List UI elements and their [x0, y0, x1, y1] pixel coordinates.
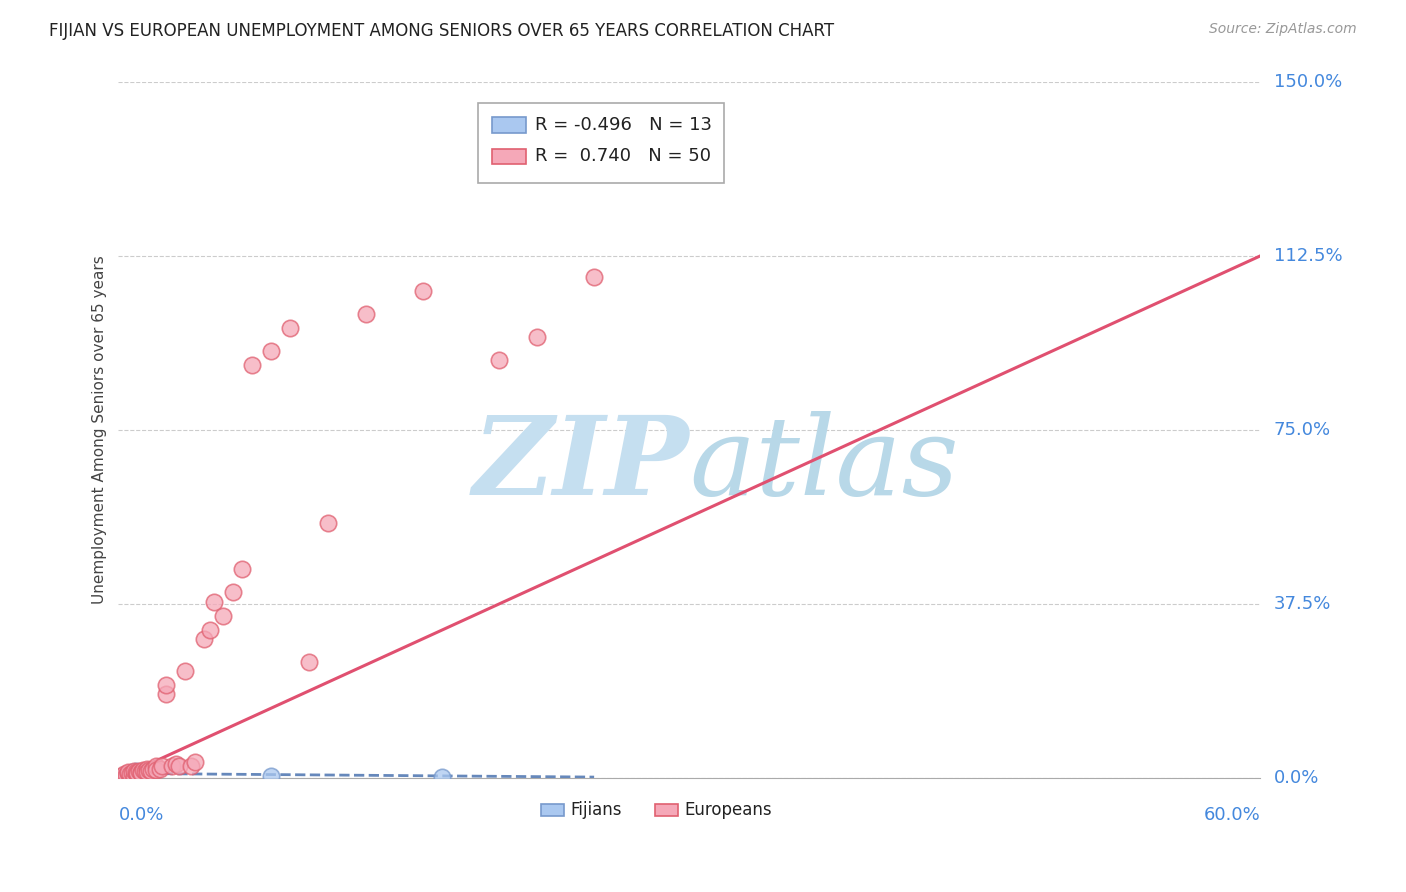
Point	[142, 762, 165, 776]
Point	[112, 767, 135, 781]
Point	[198, 623, 221, 637]
Point	[488, 353, 510, 368]
Point	[316, 516, 339, 530]
Point	[298, 655, 321, 669]
Point	[115, 768, 138, 782]
Text: Europeans: Europeans	[685, 801, 772, 819]
Point	[583, 269, 606, 284]
Point	[212, 608, 235, 623]
Point	[145, 759, 167, 773]
Bar	[541, 804, 564, 816]
Y-axis label: Unemployment Among Seniors over 65 years: Unemployment Among Seniors over 65 years	[93, 256, 107, 605]
Point	[180, 759, 202, 773]
Point	[134, 764, 156, 778]
Point	[526, 330, 548, 344]
Point	[155, 688, 177, 702]
Bar	[655, 804, 678, 816]
Text: Fijians: Fijians	[571, 801, 621, 819]
Text: 0.0%: 0.0%	[1274, 769, 1319, 787]
Bar	[492, 149, 526, 164]
Point	[117, 768, 139, 782]
Point	[136, 766, 159, 780]
Text: ZIP: ZIP	[472, 411, 689, 518]
Bar	[492, 118, 526, 133]
Point	[117, 765, 139, 780]
Point	[221, 585, 243, 599]
Point	[122, 764, 145, 778]
Point	[127, 767, 149, 781]
Text: 150.0%: 150.0%	[1274, 73, 1343, 91]
Text: 0.0%: 0.0%	[118, 805, 165, 824]
Point	[150, 759, 173, 773]
Point	[174, 665, 197, 679]
Point	[121, 765, 143, 780]
FancyBboxPatch shape	[478, 103, 724, 183]
Point	[145, 763, 167, 777]
Point	[128, 765, 150, 780]
Text: atlas: atlas	[689, 411, 959, 518]
Point	[132, 763, 155, 777]
Point	[128, 764, 150, 778]
Text: 60.0%: 60.0%	[1204, 805, 1260, 824]
Point	[260, 769, 283, 783]
Point	[136, 762, 159, 776]
Point	[124, 764, 146, 778]
Point	[278, 321, 301, 335]
Point	[430, 770, 453, 784]
Point	[117, 766, 139, 780]
Point	[202, 595, 225, 609]
Point	[354, 307, 377, 321]
Point	[231, 562, 253, 576]
Point	[122, 769, 145, 783]
Point	[111, 769, 134, 783]
Point	[129, 765, 152, 780]
Point	[155, 678, 177, 692]
Point	[138, 763, 160, 777]
Point	[124, 765, 146, 780]
Point	[118, 767, 141, 781]
Text: 75.0%: 75.0%	[1274, 421, 1331, 439]
Point	[412, 284, 434, 298]
Point	[111, 769, 134, 783]
Point	[127, 766, 149, 780]
Point	[160, 759, 183, 773]
Point	[136, 765, 159, 780]
Point	[129, 767, 152, 781]
Point	[169, 759, 191, 773]
Point	[127, 766, 149, 780]
Text: R =  0.740   N = 50: R = 0.740 N = 50	[536, 147, 711, 165]
Text: FIJIAN VS EUROPEAN UNEMPLOYMENT AMONG SENIORS OVER 65 YEARS CORRELATION CHART: FIJIAN VS EUROPEAN UNEMPLOYMENT AMONG SE…	[49, 22, 834, 40]
Text: Source: ZipAtlas.com: Source: ZipAtlas.com	[1209, 22, 1357, 37]
Point	[193, 632, 215, 646]
Point	[118, 766, 141, 780]
Point	[149, 762, 172, 776]
Point	[165, 757, 187, 772]
Point	[260, 344, 283, 359]
Point	[240, 358, 263, 372]
Point	[139, 764, 162, 778]
Point	[129, 766, 152, 780]
Text: 37.5%: 37.5%	[1274, 595, 1331, 613]
Text: 112.5%: 112.5%	[1274, 247, 1343, 265]
Point	[115, 767, 138, 781]
Point	[183, 755, 205, 769]
Point	[121, 766, 143, 780]
Point	[122, 767, 145, 781]
Text: R = -0.496   N = 13: R = -0.496 N = 13	[536, 116, 713, 134]
